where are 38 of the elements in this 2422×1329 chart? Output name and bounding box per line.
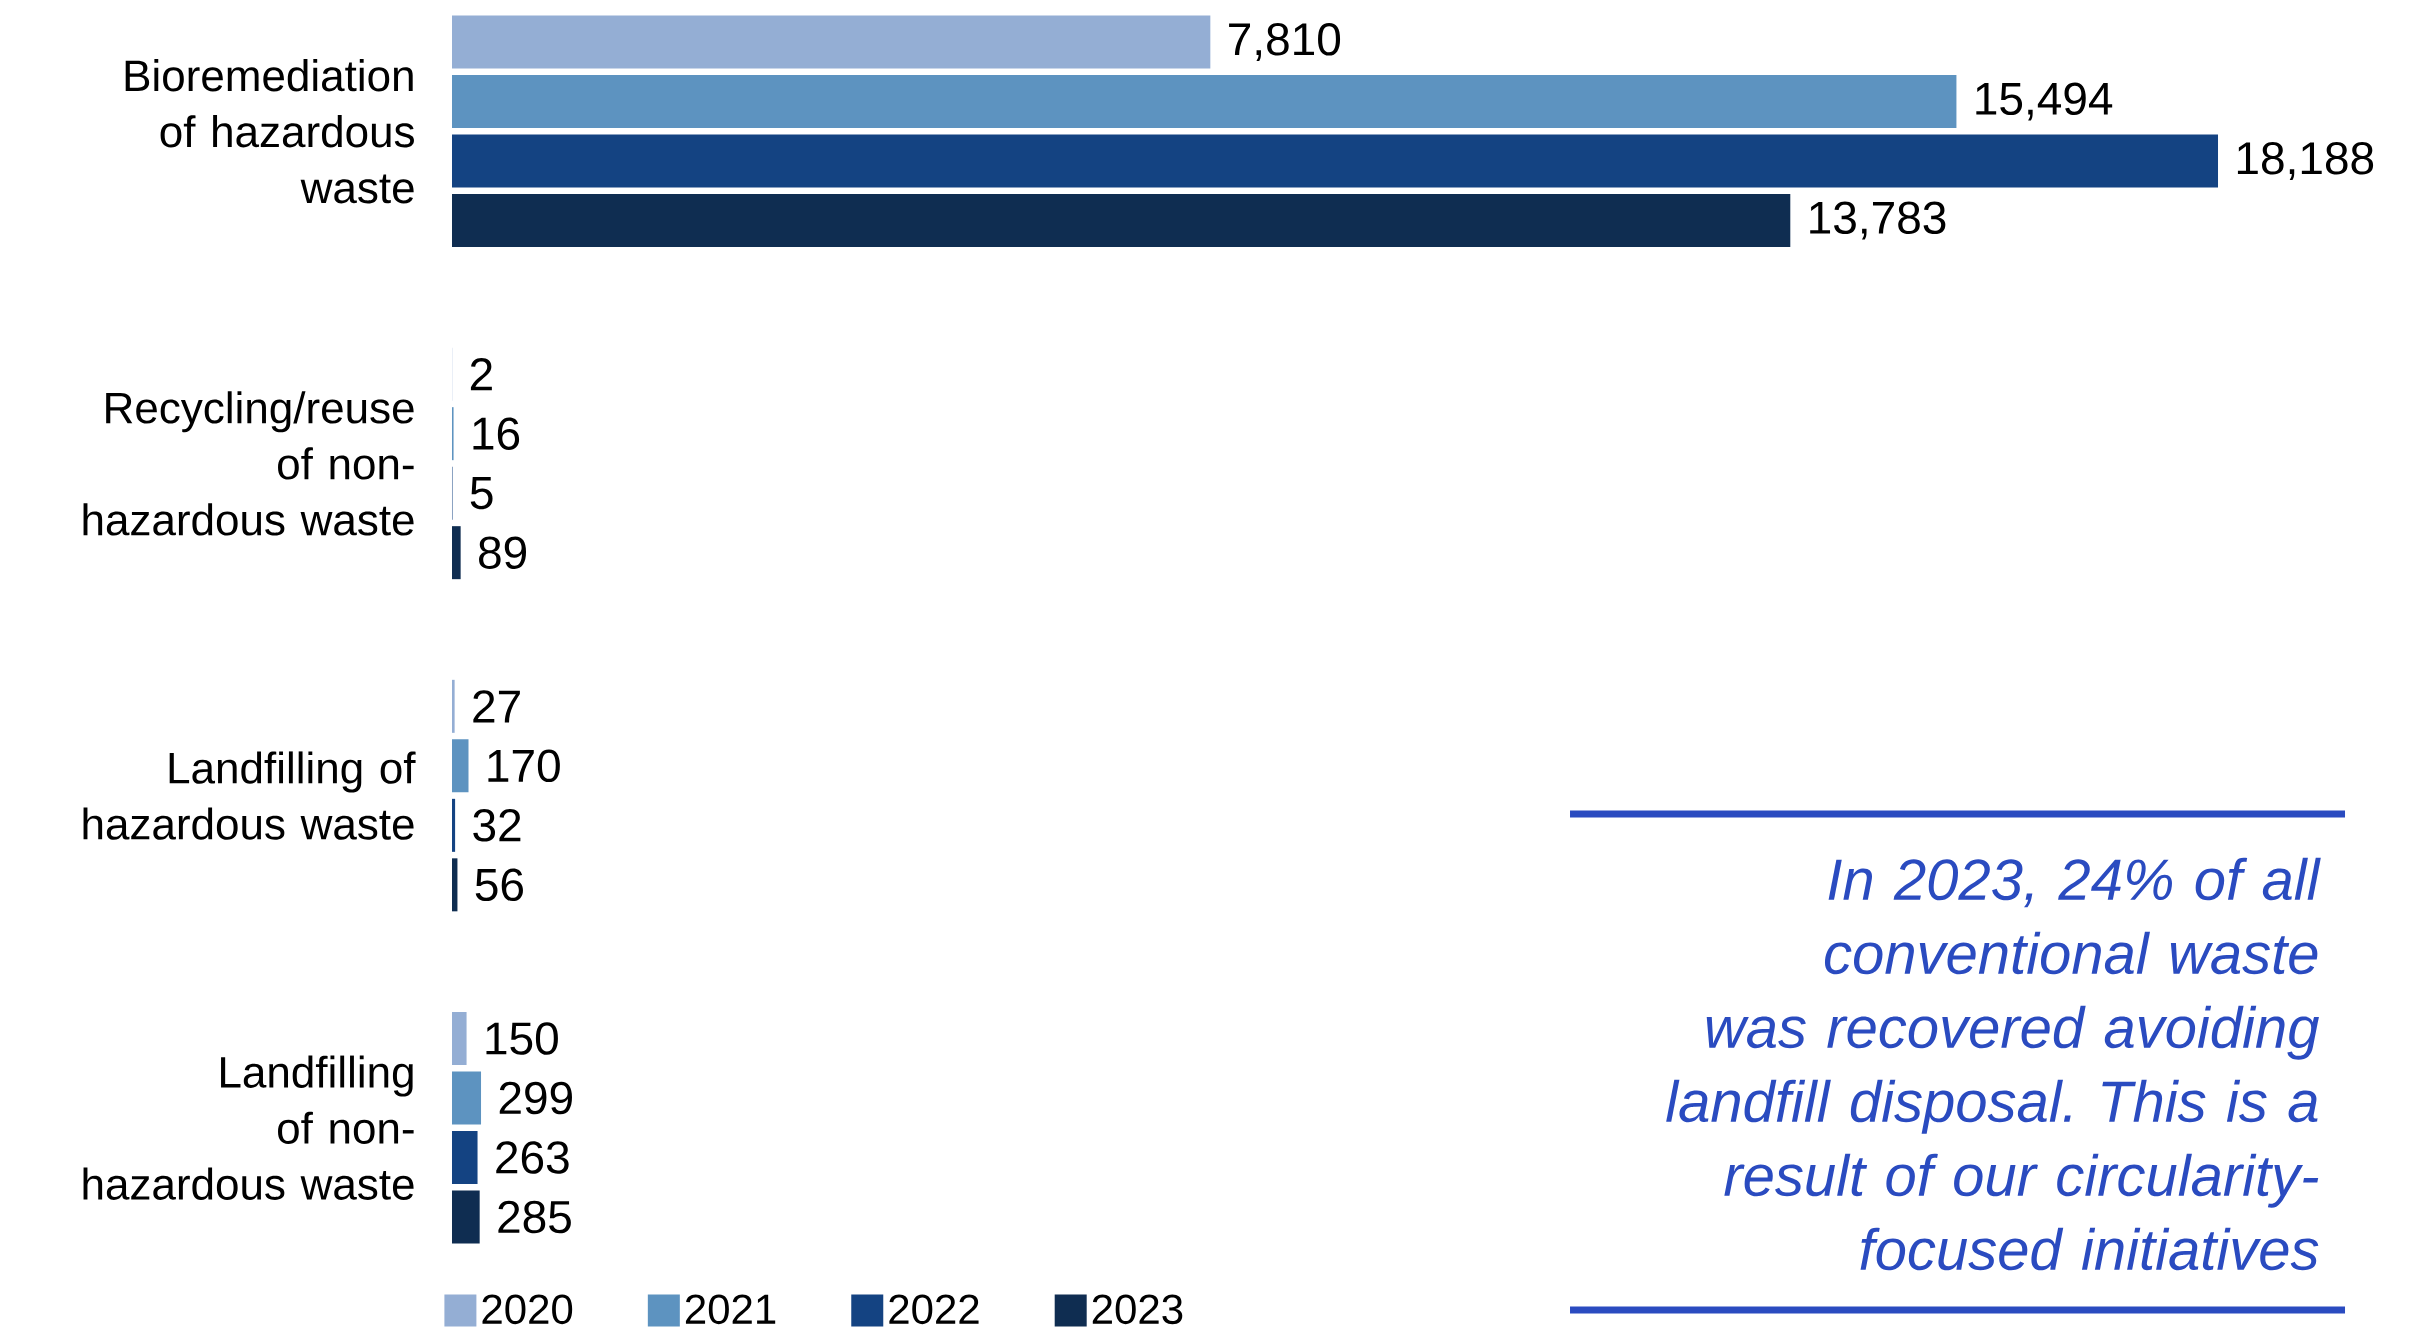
data-label: 89	[479, 536, 527, 569]
data-label: 150	[486, 1022, 558, 1055]
legend-label: 2022	[889, 1294, 979, 1325]
bar	[452, 1012, 467, 1065]
data-label: 15,494	[1976, 82, 2113, 121]
legend-label: 2023	[1092, 1294, 1183, 1325]
data-label: 32	[473, 809, 521, 842]
y-tick-label: Landfilling of non-hazardous waste	[83, 1055, 414, 1200]
data-label: 170	[488, 749, 560, 783]
bar	[452, 739, 469, 793]
data-label: 285	[498, 1200, 571, 1234]
data-label: 299	[499, 1081, 572, 1115]
bar	[452, 858, 458, 912]
data-label: 263	[496, 1141, 569, 1174]
data-label: 7,810	[1229, 23, 1341, 62]
legend-label: 2021	[685, 1294, 776, 1325]
data-label: 56	[475, 868, 523, 902]
y-tick-label: Bioremediation of hazardous waste	[125, 59, 414, 204]
bar	[452, 194, 1791, 248]
bar	[452, 798, 456, 852]
bar	[452, 134, 2219, 188]
bar	[452, 1071, 482, 1125]
bar	[452, 679, 455, 733]
y-tick-label: Recycling/reuse of non-hazardous waste	[83, 391, 414, 536]
data-label: 13,783	[1810, 201, 1946, 240]
legend-label: 2020	[482, 1294, 573, 1325]
data-label: 5	[470, 477, 493, 510]
data-label: 18,188	[2237, 142, 2374, 181]
bar	[452, 526, 461, 580]
bar	[452, 15, 1211, 69]
data-label: 16	[473, 417, 520, 450]
bar	[452, 1190, 480, 1244]
annotation: In 2023, 24% of all conventional waste was recovered avoiding landfill disposal. This is a result of our circularity-focused initiatives	[1666, 857, 2321, 1271]
bar	[452, 75, 1957, 129]
data-label: 27	[473, 690, 520, 723]
y-tick-label: Landfilling of hazardous waste	[83, 751, 416, 840]
bar	[452, 1130, 478, 1184]
data-label: 2	[470, 358, 492, 391]
